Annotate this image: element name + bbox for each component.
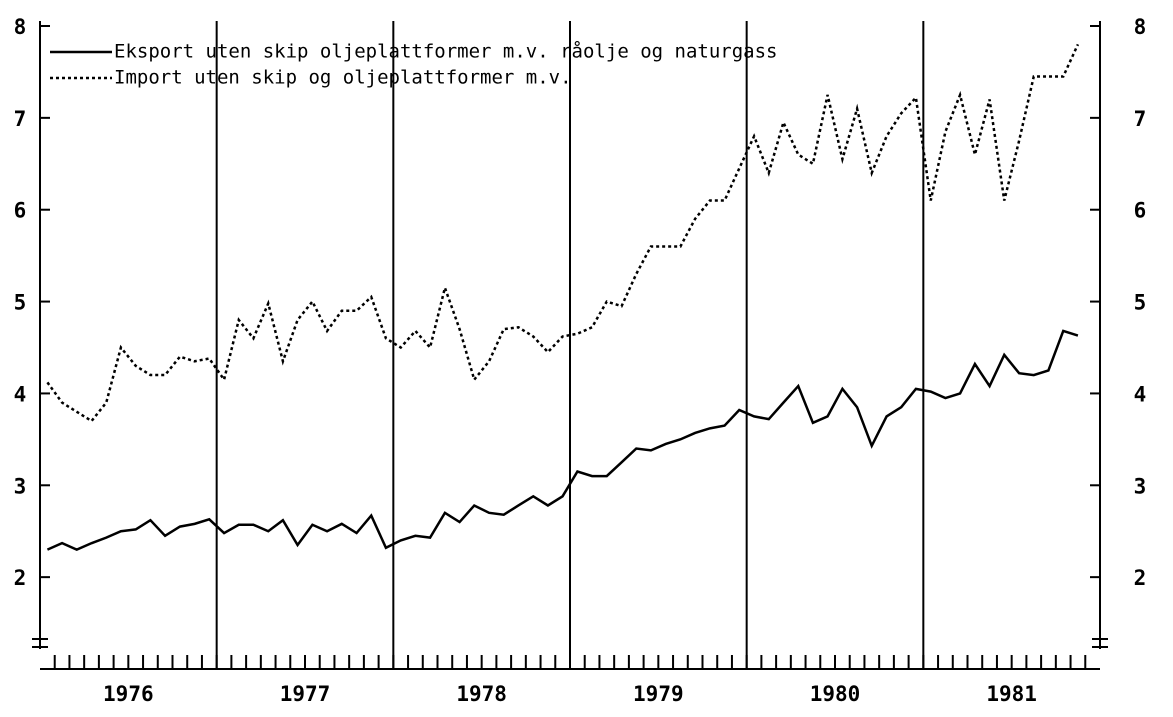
legend-label: Eksport uten skip oljeplattformer m.v. r… bbox=[114, 40, 777, 63]
x-tick-label: 1980 bbox=[810, 682, 861, 706]
x-tick-label: 1976 bbox=[103, 682, 154, 706]
y-tick-label: 6 bbox=[14, 199, 27, 223]
x-tick-label: 1979 bbox=[633, 682, 684, 706]
series-line bbox=[46, 329, 1079, 551]
y-tick-label: 8 bbox=[1134, 15, 1147, 39]
y-tick-label: 2 bbox=[1134, 566, 1147, 590]
y-tick-label: 6 bbox=[1134, 199, 1147, 223]
x-tick-label: 1977 bbox=[280, 682, 331, 706]
x-tick-label: 1981 bbox=[986, 682, 1037, 706]
legend-label: Import uten skip og oljeplattformer m.v. bbox=[114, 67, 572, 89]
y-tick-label: 3 bbox=[1134, 474, 1147, 498]
y-tick-label: 5 bbox=[1134, 291, 1147, 315]
y-tick-label: 3 bbox=[14, 474, 27, 498]
y-tick-label: 5 bbox=[14, 291, 27, 315]
y-tick-label: 8 bbox=[14, 15, 27, 39]
y-tick-label: 2 bbox=[14, 566, 27, 590]
y-tick-label: 7 bbox=[14, 107, 27, 131]
y-tick-label: 7 bbox=[1134, 107, 1147, 131]
y-tick-label: 4 bbox=[1134, 382, 1147, 406]
series-line bbox=[46, 43, 1080, 423]
y-tick-label: 4 bbox=[14, 382, 27, 406]
x-tick-label: 1978 bbox=[456, 682, 507, 706]
